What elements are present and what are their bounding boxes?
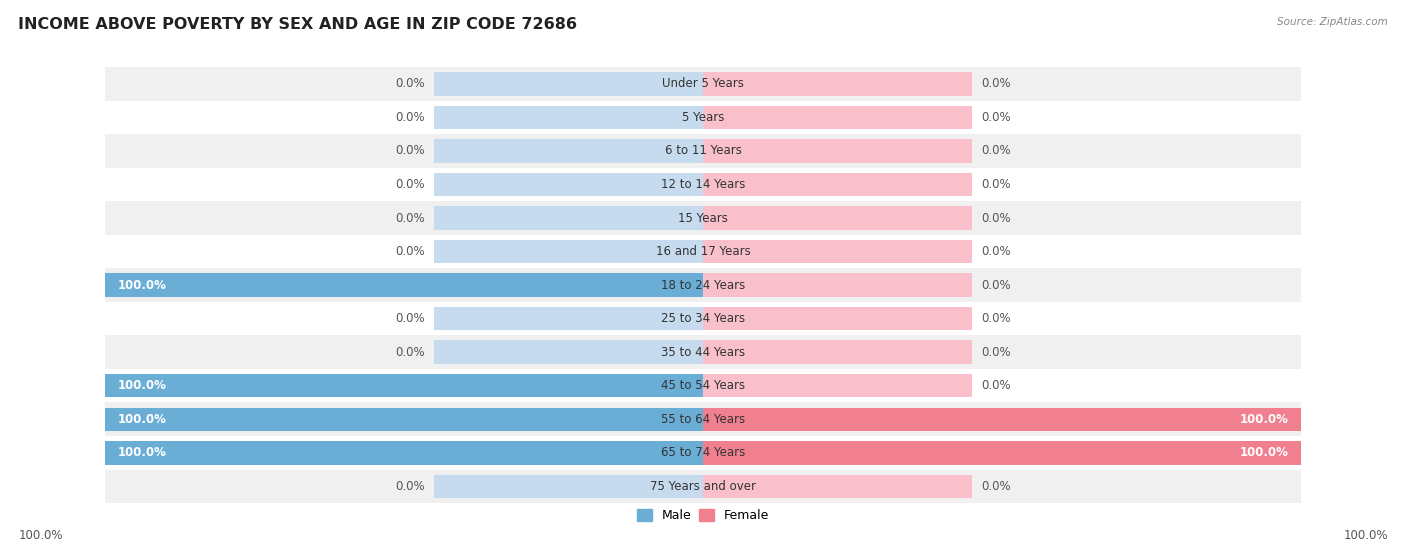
Text: 100.0%: 100.0% xyxy=(118,379,166,392)
Bar xyxy=(105,101,1301,134)
Bar xyxy=(105,436,1301,470)
Bar xyxy=(434,408,703,431)
Bar xyxy=(703,441,1301,465)
Bar xyxy=(434,139,703,163)
Text: 100.0%: 100.0% xyxy=(118,278,166,292)
Bar xyxy=(703,408,1301,431)
Text: 0.0%: 0.0% xyxy=(981,278,1011,292)
Bar xyxy=(105,168,1301,201)
Bar xyxy=(703,307,972,330)
Bar xyxy=(105,408,703,431)
Bar xyxy=(434,441,703,465)
Bar xyxy=(105,470,1301,503)
Text: 100.0%: 100.0% xyxy=(18,529,63,542)
Text: 45 to 54 Years: 45 to 54 Years xyxy=(661,379,745,392)
Text: 16 and 17 Years: 16 and 17 Years xyxy=(655,245,751,258)
Bar xyxy=(703,441,972,465)
Bar xyxy=(105,235,1301,268)
Text: 0.0%: 0.0% xyxy=(981,379,1011,392)
Text: 5 Years: 5 Years xyxy=(682,111,724,124)
Bar xyxy=(105,134,1301,168)
Text: 0.0%: 0.0% xyxy=(395,144,425,158)
Bar xyxy=(105,402,1301,436)
Bar xyxy=(105,369,1301,402)
Text: 0.0%: 0.0% xyxy=(395,312,425,325)
Bar xyxy=(105,201,1301,235)
Bar xyxy=(105,273,703,297)
Bar xyxy=(703,240,972,263)
Text: 100.0%: 100.0% xyxy=(1240,446,1288,459)
Bar xyxy=(434,173,703,196)
Bar xyxy=(434,240,703,263)
Text: 0.0%: 0.0% xyxy=(395,245,425,258)
Bar xyxy=(105,335,1301,369)
Text: 0.0%: 0.0% xyxy=(981,245,1011,258)
Bar xyxy=(434,374,703,397)
Text: 100.0%: 100.0% xyxy=(118,446,166,459)
Text: 35 to 44 Years: 35 to 44 Years xyxy=(661,345,745,359)
Text: 0.0%: 0.0% xyxy=(395,211,425,225)
Text: 100.0%: 100.0% xyxy=(118,413,166,426)
Bar xyxy=(105,441,703,465)
Text: 0.0%: 0.0% xyxy=(981,77,1011,91)
Bar xyxy=(703,374,972,397)
Bar xyxy=(703,173,972,196)
Bar xyxy=(105,374,703,397)
Bar xyxy=(434,475,703,498)
Text: 0.0%: 0.0% xyxy=(981,480,1011,493)
Text: 6 to 11 Years: 6 to 11 Years xyxy=(665,144,741,158)
Text: 0.0%: 0.0% xyxy=(981,345,1011,359)
Text: 0.0%: 0.0% xyxy=(395,345,425,359)
Text: 0.0%: 0.0% xyxy=(981,111,1011,124)
Bar xyxy=(703,72,972,96)
Text: 75 Years and over: 75 Years and over xyxy=(650,480,756,493)
Text: 0.0%: 0.0% xyxy=(395,480,425,493)
Bar xyxy=(105,268,1301,302)
Bar xyxy=(105,67,1301,101)
Bar xyxy=(703,273,972,297)
Text: 0.0%: 0.0% xyxy=(981,178,1011,191)
Text: Under 5 Years: Under 5 Years xyxy=(662,77,744,91)
Bar xyxy=(703,106,972,129)
Text: 0.0%: 0.0% xyxy=(981,211,1011,225)
Bar xyxy=(703,408,972,431)
Text: 12 to 14 Years: 12 to 14 Years xyxy=(661,178,745,191)
Text: 0.0%: 0.0% xyxy=(981,144,1011,158)
Bar xyxy=(434,106,703,129)
Bar xyxy=(434,340,703,364)
Bar xyxy=(703,139,972,163)
Text: 0.0%: 0.0% xyxy=(395,77,425,91)
Text: 18 to 24 Years: 18 to 24 Years xyxy=(661,278,745,292)
Bar xyxy=(703,475,972,498)
Bar xyxy=(434,273,703,297)
Bar xyxy=(434,206,703,230)
Text: 55 to 64 Years: 55 to 64 Years xyxy=(661,413,745,426)
Text: 0.0%: 0.0% xyxy=(395,178,425,191)
Text: INCOME ABOVE POVERTY BY SEX AND AGE IN ZIP CODE 72686: INCOME ABOVE POVERTY BY SEX AND AGE IN Z… xyxy=(18,17,578,32)
Legend: Male, Female: Male, Female xyxy=(631,504,775,527)
Text: 0.0%: 0.0% xyxy=(395,111,425,124)
Bar xyxy=(105,302,1301,335)
Bar xyxy=(434,72,703,96)
Text: 100.0%: 100.0% xyxy=(1343,529,1388,542)
Text: 65 to 74 Years: 65 to 74 Years xyxy=(661,446,745,459)
Bar xyxy=(703,206,972,230)
Text: 100.0%: 100.0% xyxy=(1240,413,1288,426)
Bar xyxy=(434,307,703,330)
Bar xyxy=(703,340,972,364)
Text: 25 to 34 Years: 25 to 34 Years xyxy=(661,312,745,325)
Text: 15 Years: 15 Years xyxy=(678,211,728,225)
Text: 0.0%: 0.0% xyxy=(981,312,1011,325)
Text: Source: ZipAtlas.com: Source: ZipAtlas.com xyxy=(1277,17,1388,27)
